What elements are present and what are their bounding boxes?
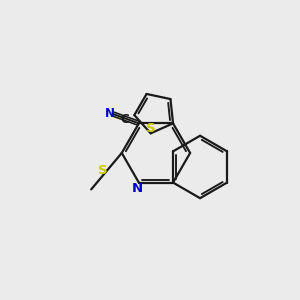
Text: S: S bbox=[146, 122, 155, 135]
Text: N: N bbox=[132, 182, 143, 195]
Text: S: S bbox=[98, 164, 108, 177]
Text: N: N bbox=[105, 107, 115, 120]
Text: C: C bbox=[121, 113, 129, 126]
